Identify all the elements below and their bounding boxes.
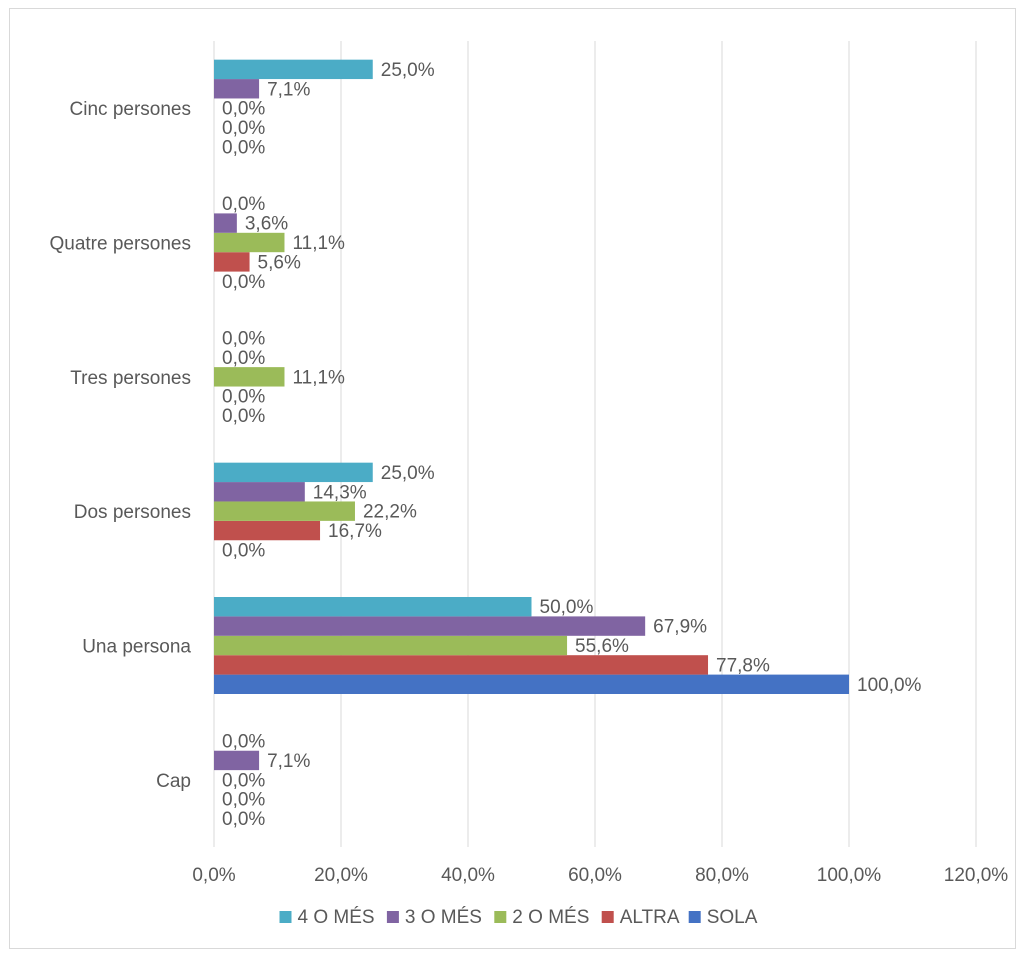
chart-frame: 0,0% 0,0% 0,0% 7,1% 0,0% 100,0% 77,8% 55,6% 67,9… xyxy=(9,8,1016,949)
data-label: 25,0% xyxy=(381,463,435,484)
bar-chart: 0,0%0,0%0,0%7,1%0,0%100,0%77,8%55,6%67,9… xyxy=(49,41,1008,928)
x-tick-label: 80,0% xyxy=(695,865,749,886)
data-label: 0,0% xyxy=(222,540,265,561)
x-tick-label: 0,0% xyxy=(192,865,235,886)
legend-item[interactable]: 3 O MÉS xyxy=(386,907,482,928)
data-label: 0,0% xyxy=(222,329,265,350)
data-label: 14,3% xyxy=(313,482,367,503)
bar xyxy=(214,232,285,253)
bar xyxy=(214,501,355,521)
data-label: 5,6% xyxy=(258,252,301,273)
data-label: 0,0% xyxy=(222,272,265,293)
data-label: 0,0% xyxy=(222,809,265,830)
category-label: Cinc persones xyxy=(70,99,191,120)
data-label: 77,8% xyxy=(716,655,770,676)
legend-item[interactable]: 4 O MÉS xyxy=(279,907,375,928)
legend-label: 3 O MÉS xyxy=(405,907,482,928)
x-tick-label: 100,0% xyxy=(817,865,882,886)
data-label: 0,0% xyxy=(222,387,265,408)
x-tick-label: 20,0% xyxy=(314,865,368,886)
x-tick-label: 120,0% xyxy=(944,865,1009,886)
bar xyxy=(214,597,532,617)
data-label: 0,0% xyxy=(222,118,265,139)
data-label: 0,0% xyxy=(222,99,265,120)
category-label: Quatre persones xyxy=(49,234,191,255)
bars xyxy=(214,59,849,771)
legend-label: SOLA xyxy=(707,907,758,928)
data-label: 0,0% xyxy=(222,137,265,158)
bar xyxy=(214,674,849,694)
data-label: 50,0% xyxy=(540,597,594,618)
legend-item[interactable]: ALTRA xyxy=(601,907,680,928)
legend-swatch xyxy=(494,911,507,923)
data-labels: 0,0%0,0%0,0%7,1%0,0%100,0%77,8%55,6%67,9… xyxy=(222,60,922,830)
data-label: 3,6% xyxy=(245,214,288,235)
legend-label: ALTRA xyxy=(620,907,680,928)
data-label: 7,1% xyxy=(267,751,310,772)
bar xyxy=(214,252,250,272)
data-label: 16,7% xyxy=(328,521,382,542)
y-axis: Cap Una persona Dos persones Tres persones Q… xyxy=(49,99,191,792)
bar xyxy=(214,635,568,656)
legend-item[interactable]: SOLA xyxy=(688,907,758,928)
gridlines xyxy=(213,41,977,847)
x-axis: 0,0% 20,0% 40,0% 60,0% 80,0% 100,0% 120,0% xyxy=(192,865,1008,886)
data-label: 22,2% xyxy=(363,502,417,523)
data-label: 0,0% xyxy=(222,790,265,811)
legend-label: 4 O MÉS xyxy=(298,907,375,928)
bar xyxy=(214,462,373,483)
legend-swatch xyxy=(279,911,292,923)
data-label: 11,1% xyxy=(292,233,345,254)
bar xyxy=(214,79,260,99)
bar xyxy=(214,750,260,771)
data-label: 25,0% xyxy=(381,60,435,81)
legend-swatch xyxy=(601,911,614,923)
bar xyxy=(214,367,285,387)
bar xyxy=(214,213,237,233)
category-label: Tres persones xyxy=(70,368,191,389)
data-label: 67,9% xyxy=(653,617,707,638)
data-label: 0,0% xyxy=(222,406,265,427)
bar xyxy=(214,59,373,80)
data-label: 0,0% xyxy=(222,770,265,791)
bar xyxy=(214,655,709,675)
legend-swatch xyxy=(386,911,399,923)
bar xyxy=(214,482,305,502)
category-label: Cap xyxy=(156,771,191,792)
legend-item[interactable]: 2 O MÉS xyxy=(494,907,589,928)
data-label: 0,0% xyxy=(222,732,265,753)
legend[interactable]: 4 O MÉS 3 O MÉS 2 O MÉS ALTRA SOLA xyxy=(279,907,758,928)
x-tick-label: 40,0% xyxy=(441,865,495,886)
data-label: 11,1% xyxy=(292,367,345,388)
legend-label: 2 O MÉS xyxy=(512,907,589,928)
data-label: 0,0% xyxy=(222,348,265,369)
data-label: 0,0% xyxy=(222,194,265,215)
data-label: 7,1% xyxy=(267,79,310,100)
category-label: Dos persones xyxy=(74,502,191,523)
category-label: Una persona xyxy=(82,637,191,658)
data-label: 100,0% xyxy=(857,675,922,696)
bar xyxy=(214,520,321,541)
bar xyxy=(214,616,646,636)
legend-swatch xyxy=(688,911,701,923)
x-tick-label: 60,0% xyxy=(568,865,622,886)
data-label: 55,6% xyxy=(575,636,629,657)
